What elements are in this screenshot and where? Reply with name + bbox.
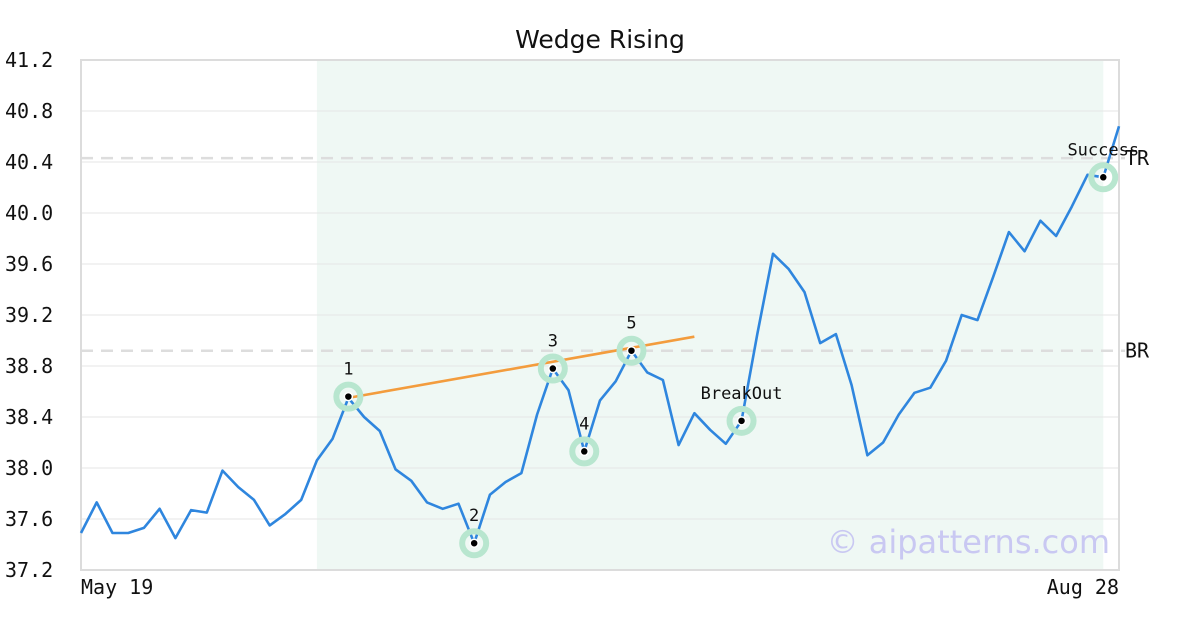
pattern-point-label-5: 5 [626, 314, 636, 334]
pattern-point-halo-5 [616, 335, 647, 366]
x-tick-label: May 19 [81, 575, 153, 599]
reference-label-tr: TR [1125, 146, 1150, 170]
pattern-point-halo-3 [537, 353, 568, 384]
y-tick-label: 41.2 [5, 48, 53, 72]
y-tick-label: 39.2 [5, 303, 53, 327]
wedge-trend-line [348, 335, 695, 400]
chart-title: Wedge Rising [515, 25, 685, 54]
pattern-point-marker-breakout [736, 416, 747, 426]
pattern-point-label-3: 3 [548, 332, 558, 352]
y-tick-label: 40.0 [5, 201, 53, 225]
pattern-point-label-4: 4 [579, 414, 589, 434]
price-series-line [79, 125, 1121, 545]
reference-label-br: BR [1125, 339, 1150, 363]
plot-frame [80, 59, 1120, 571]
pattern-point-halo-breakout [726, 405, 757, 436]
x-tick-label: Aug 28 [1047, 575, 1119, 599]
y-tick-label: 37.2 [5, 558, 53, 582]
pattern-point-marker-5 [626, 345, 637, 356]
y-tick-label: 38.4 [5, 405, 53, 429]
pattern-point-label-breakout: BreakOut [701, 384, 783, 404]
watermark-text: © aipatterns.com [827, 523, 1110, 561]
pattern-point-label-1: 1 [343, 360, 353, 380]
pattern-point-label-success: Success [1067, 140, 1139, 160]
pattern-point-halo-1 [333, 381, 364, 412]
y-tick-label: 37.6 [5, 507, 53, 531]
pattern-point-halo-success [1088, 162, 1119, 193]
pattern-point-marker-success [1098, 172, 1109, 183]
y-tick-label: 39.6 [5, 252, 53, 276]
pattern-point-halo-4 [569, 436, 600, 467]
y-tick-label: 38.0 [5, 456, 53, 480]
y-tick-label: 38.8 [5, 354, 53, 378]
pattern-point-label-2: 2 [469, 506, 479, 526]
pattern-point-halo-2 [459, 528, 490, 559]
y-tick-label: 40.4 [5, 150, 53, 174]
pattern-point-marker-1 [343, 391, 354, 402]
pattern-point-marker-4 [579, 446, 590, 457]
pattern-point-marker-3 [548, 363, 558, 374]
pattern-point-marker-2 [469, 538, 479, 548]
y-tick-label: 40.8 [5, 99, 53, 123]
